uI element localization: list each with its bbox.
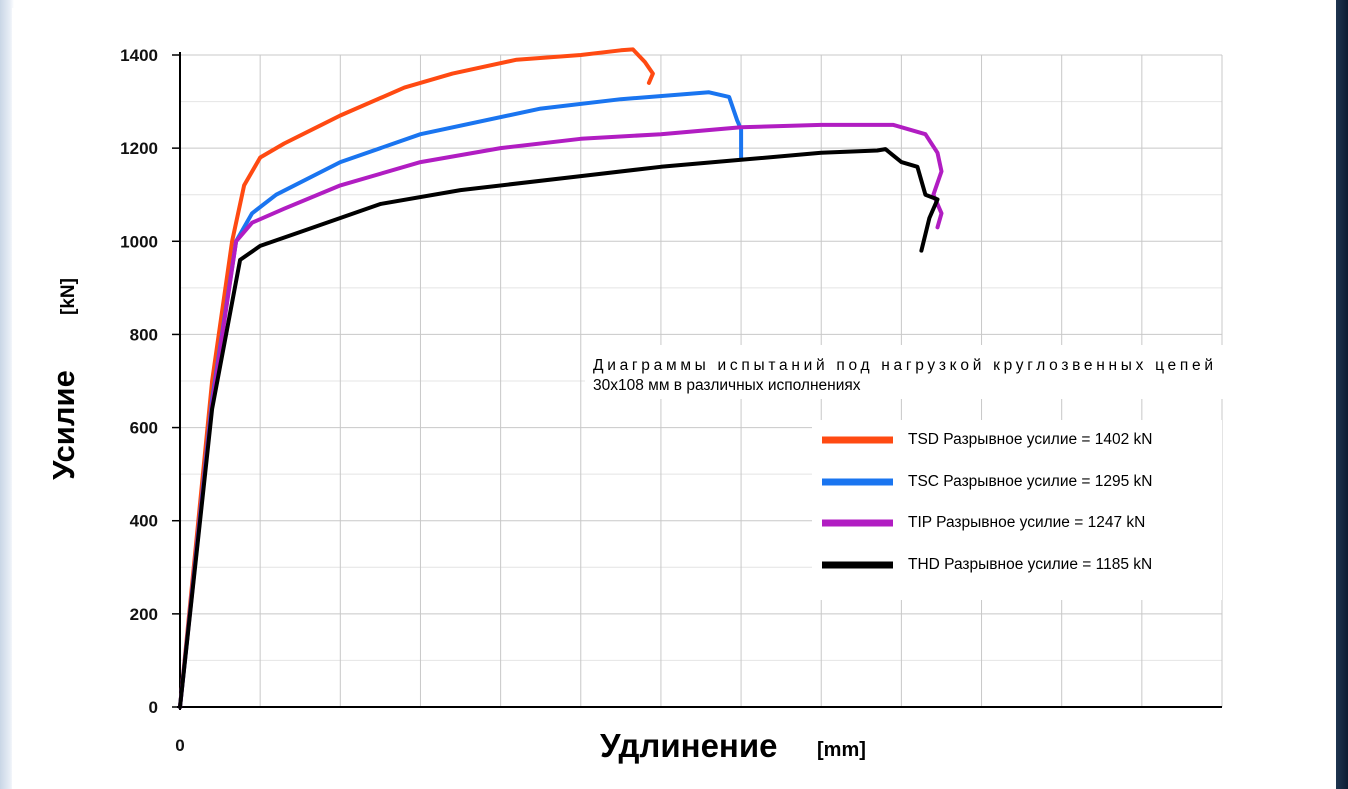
legend-label-3: TIP Разрывное усилие = 1247 kN <box>908 514 1145 531</box>
series-line-1 <box>178 47 655 709</box>
series-lines <box>178 47 944 709</box>
legend-label-1: TSD Разрывное усилие = 1402 kN <box>908 431 1153 448</box>
x-axis-label: Удлинение <box>600 727 778 764</box>
window-edge <box>1336 0 1348 789</box>
y-axis-label-group: Усилие [kN] <box>46 278 81 480</box>
y-tick-label: 0 <box>149 698 158 717</box>
y-tick-label: 600 <box>130 419 158 438</box>
series-line-2 <box>178 90 744 709</box>
y-tick-label: 800 <box>130 325 158 344</box>
y-tick-label: 1200 <box>120 139 158 158</box>
legend-label-2: TSC Разрывное усилие = 1295 kN <box>908 473 1153 490</box>
y-axis-label: Усилие <box>46 370 81 480</box>
title-box <box>585 345 1225 399</box>
y-tick-labels: 0 200 400 600 800 1000 1200 1400 <box>120 46 180 717</box>
legend: TSD Разрывное усилие = 1402 kN TSC Разрыв… <box>822 431 1153 573</box>
y-tick-label: 1000 <box>120 232 158 251</box>
series-line-4 <box>178 147 940 709</box>
y-tick-label: 1400 <box>120 46 158 65</box>
chart-title-line-2: 30x108 мм в различных исполнениях <box>593 377 861 394</box>
x-tick-label: 0 <box>175 736 184 755</box>
axes <box>177 52 1222 710</box>
series-line-3 <box>178 122 944 709</box>
y-tick-label: 400 <box>130 512 158 531</box>
y-axis-unit: [kN] <box>58 278 79 315</box>
legend-box <box>812 420 1222 600</box>
y-tick-label: 200 <box>130 605 158 624</box>
x-axis-unit: [mm] <box>817 739 866 761</box>
legend-label-4: THD Разрывное усилие = 1185 kN <box>908 556 1152 573</box>
x-tick-labels: 0 <box>175 736 184 755</box>
